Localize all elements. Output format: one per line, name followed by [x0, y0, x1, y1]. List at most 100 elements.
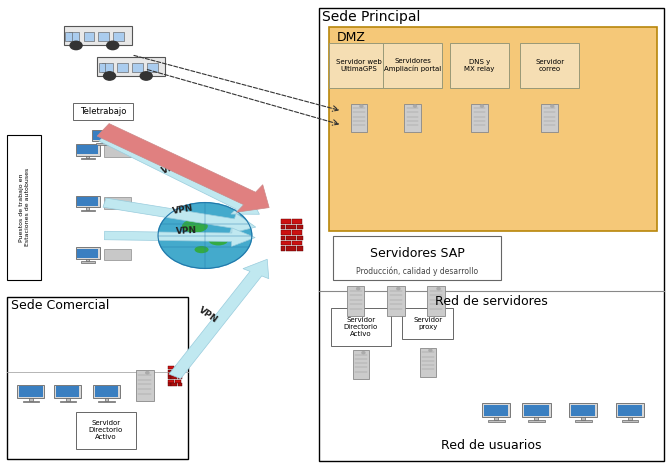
Ellipse shape [182, 219, 208, 233]
Bar [287, 236, 296, 240]
Bar [281, 230, 291, 235]
Circle shape [103, 72, 115, 80]
Bar [281, 246, 285, 251]
Text: Teletrabajo: Teletrabajo [80, 107, 126, 116]
Circle shape [397, 288, 400, 290]
Bar [81, 210, 95, 211]
Circle shape [70, 41, 82, 49]
Text: Servidores
Ampliacín portal: Servidores Ampliacín portal [384, 58, 441, 72]
Bar [105, 398, 109, 401]
Bar [616, 404, 644, 417]
Bar [347, 286, 364, 316]
Bar [174, 366, 180, 369]
Bar [86, 259, 89, 261]
Bar [333, 236, 501, 280]
Bar [7, 297, 188, 459]
Bar [528, 420, 545, 422]
Bar [287, 246, 296, 251]
Bar [117, 63, 128, 72]
Text: DNS y
MX relay: DNS y MX relay [464, 59, 495, 72]
Bar [17, 385, 44, 398]
Bar [86, 207, 89, 210]
Bar [628, 417, 632, 420]
Bar [281, 236, 285, 240]
FancyArrow shape [97, 123, 269, 212]
Bar [331, 309, 391, 346]
Bar [287, 225, 296, 229]
Text: DMZ: DMZ [337, 31, 366, 44]
Bar [171, 383, 177, 386]
Bar [66, 398, 70, 401]
Text: Servidores SAP: Servidores SAP [370, 247, 464, 260]
Text: Sede Principal: Sede Principal [322, 10, 421, 24]
Bar [541, 104, 558, 132]
Bar [522, 404, 551, 417]
Ellipse shape [195, 246, 209, 253]
Bar [520, 43, 579, 88]
Bar [132, 63, 143, 72]
Bar [534, 417, 538, 420]
Bar [484, 405, 509, 415]
Bar [168, 373, 174, 376]
Text: Sede Comercial: Sede Comercial [11, 299, 109, 312]
Text: VPN: VPN [197, 306, 219, 325]
Text: Servidor
proxy: Servidor proxy [413, 317, 442, 330]
FancyArrow shape [169, 259, 269, 379]
Bar [488, 420, 505, 422]
Bar [168, 370, 170, 373]
Bar [60, 401, 76, 402]
Bar [569, 404, 597, 417]
Bar [97, 144, 110, 145]
Circle shape [107, 41, 119, 49]
Bar [92, 130, 115, 141]
Circle shape [551, 105, 554, 107]
Bar [99, 401, 115, 402]
Bar [281, 219, 291, 224]
Bar [403, 309, 453, 339]
Bar [54, 385, 81, 398]
Bar [83, 32, 95, 41]
Circle shape [146, 372, 149, 374]
Bar [29, 398, 33, 401]
Bar [81, 261, 95, 263]
Bar [113, 32, 124, 41]
Bar [7, 135, 41, 280]
Bar [319, 8, 664, 461]
Bar [168, 383, 170, 386]
Circle shape [480, 105, 483, 107]
Text: Servidor
Directorio
Activo: Servidor Directorio Activo [344, 317, 378, 337]
Bar [168, 380, 174, 382]
Text: Servidor
Directorio
Activo: Servidor Directorio Activo [89, 421, 123, 440]
Bar [471, 104, 488, 132]
Ellipse shape [209, 235, 228, 245]
Bar [77, 197, 98, 206]
Bar [77, 145, 98, 154]
Bar [171, 370, 177, 373]
Bar [427, 286, 445, 316]
Bar [93, 131, 113, 140]
Bar [353, 350, 369, 379]
Bar [351, 104, 367, 132]
Bar [93, 385, 120, 398]
Bar [404, 104, 421, 132]
Bar [297, 236, 303, 240]
Text: Red de servidores: Red de servidores [435, 295, 548, 308]
Bar [105, 146, 132, 157]
Bar [383, 43, 442, 88]
Bar [292, 230, 302, 235]
Bar [387, 286, 405, 316]
Bar [76, 196, 100, 207]
Bar [105, 249, 132, 260]
Bar [76, 247, 100, 259]
Text: Servidor web
UltimaGPS: Servidor web UltimaGPS [336, 59, 382, 72]
Bar [76, 412, 136, 449]
Bar [174, 373, 180, 376]
Bar [174, 380, 180, 382]
Bar [524, 405, 549, 415]
Bar [618, 405, 642, 415]
Circle shape [140, 72, 152, 80]
Bar [136, 370, 154, 401]
Circle shape [413, 105, 417, 107]
Bar [168, 366, 174, 369]
Bar [76, 144, 100, 155]
